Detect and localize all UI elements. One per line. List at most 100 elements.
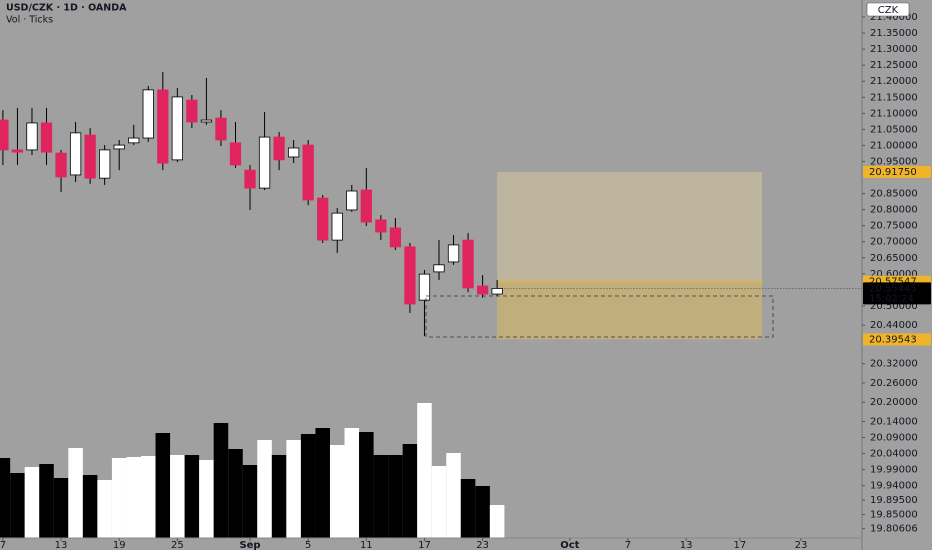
position-target-zone bbox=[497, 171, 762, 282]
volume-bar bbox=[68, 448, 83, 538]
candle-body bbox=[128, 137, 140, 144]
y-tick-label: 21.15000 bbox=[870, 92, 918, 103]
y-tick-label: 20.26000 bbox=[870, 378, 918, 389]
x-tick-label: 23 bbox=[795, 540, 808, 550]
candle-body bbox=[375, 219, 387, 233]
candle-body bbox=[491, 288, 503, 295]
volume-bar bbox=[475, 486, 490, 538]
volume-bar bbox=[460, 479, 476, 538]
currency-label[interactable]: CZK bbox=[878, 5, 899, 16]
candle-body bbox=[142, 89, 154, 139]
volume-bar bbox=[24, 467, 40, 538]
y-tick-label: 21.30000 bbox=[870, 44, 918, 55]
volume-bar bbox=[10, 473, 25, 538]
volume-bar bbox=[111, 458, 127, 538]
candle-body bbox=[0, 119, 9, 151]
y-tick-label: 20.65000 bbox=[870, 253, 918, 264]
volume-bar bbox=[141, 456, 156, 538]
candle-body bbox=[447, 244, 460, 263]
candle-body bbox=[113, 144, 125, 150]
candle-body bbox=[389, 227, 402, 248]
candle-body bbox=[84, 134, 96, 179]
candle-body bbox=[99, 149, 111, 179]
chart-title: USD/CZK · 1D · OANDA bbox=[6, 3, 127, 14]
price-label-box bbox=[863, 282, 931, 305]
candle-body bbox=[55, 152, 67, 178]
volume-bar bbox=[344, 428, 360, 538]
x-tick-label: 5 bbox=[305, 540, 311, 550]
candle-body bbox=[215, 117, 227, 141]
volume-bar bbox=[228, 449, 243, 538]
volume-bar bbox=[359, 432, 374, 538]
volume-bar bbox=[126, 457, 142, 538]
date-price-range bbox=[425, 295, 774, 338]
y-tick-label: 19.89500 bbox=[870, 495, 918, 506]
x-tick-label: 23 bbox=[476, 540, 489, 550]
y-tick-label: 21.00000 bbox=[870, 140, 918, 151]
candle-body bbox=[331, 212, 343, 241]
candle-body bbox=[171, 96, 183, 161]
y-tick-label: 20.14000 bbox=[870, 416, 918, 427]
volume-bar bbox=[373, 455, 389, 538]
position-stop-zone bbox=[497, 281, 762, 340]
volume-bar bbox=[242, 465, 258, 538]
y-tick-label: 21.10000 bbox=[870, 108, 918, 119]
volume-bar bbox=[53, 478, 69, 538]
x-tick-label: Oct bbox=[560, 540, 579, 550]
x-tick-label: 13 bbox=[680, 540, 693, 550]
volume-bar bbox=[257, 440, 272, 538]
volume-bar bbox=[213, 423, 229, 538]
y-tick-label: 21.35000 bbox=[870, 28, 918, 39]
volume-bar bbox=[155, 433, 171, 538]
volume-bar bbox=[300, 434, 316, 538]
x-tick-label: 17 bbox=[734, 540, 747, 550]
volume-bar bbox=[170, 455, 185, 538]
candle-body bbox=[404, 246, 416, 305]
candle-body bbox=[476, 285, 489, 295]
y-tick-label: 20.44000 bbox=[870, 320, 918, 331]
candle-body bbox=[229, 142, 242, 166]
y-tick-label: 20.32000 bbox=[870, 359, 918, 370]
y-tick-label: 20.20000 bbox=[870, 397, 918, 408]
price-label-box bbox=[863, 165, 931, 178]
volume-bar bbox=[271, 455, 287, 538]
axes: 21.40000 21.35000 21.30000 21.25000 21.20000… bbox=[0, 12, 931, 550]
volume-bar bbox=[184, 455, 200, 538]
price-label: 20.91750 bbox=[869, 167, 917, 178]
candle-body bbox=[186, 99, 198, 123]
x-tick-label: 13 bbox=[55, 540, 68, 550]
volume-bar bbox=[82, 475, 98, 538]
y-tick-label: 19.94000 bbox=[870, 481, 918, 492]
candle-body bbox=[360, 189, 372, 223]
plot-area bbox=[0, 71, 762, 538]
x-tick-label: Sep bbox=[239, 540, 260, 550]
y-tick-label: 19.85000 bbox=[870, 510, 918, 521]
candle-body bbox=[157, 89, 169, 164]
candle-body bbox=[11, 149, 24, 153]
volume-bar bbox=[388, 455, 403, 538]
currency-button[interactable] bbox=[866, 2, 910, 17]
volume-bar bbox=[0, 458, 11, 538]
volume-bar bbox=[446, 453, 461, 538]
y-tick-label: 21.40000 bbox=[870, 12, 918, 23]
y-tick-label: 21.05000 bbox=[870, 124, 918, 135]
x-tick-label: 19 bbox=[113, 540, 126, 550]
candle-body bbox=[346, 190, 358, 211]
y-tick-label: 20.60000 bbox=[870, 269, 918, 280]
x-tick-label: 7 bbox=[0, 540, 6, 550]
y-tick-label: 20.09000 bbox=[870, 433, 918, 444]
candle-body bbox=[200, 119, 213, 123]
candle-body bbox=[287, 147, 300, 158]
price-label: 20.39543 bbox=[869, 334, 917, 345]
price-label-box bbox=[863, 333, 931, 346]
y-tick-label: 20.50000 bbox=[870, 301, 918, 312]
volume-bar bbox=[402, 444, 418, 538]
x-tick-label: 7 bbox=[625, 540, 631, 550]
y-tick-label: 21.20000 bbox=[870, 76, 918, 87]
y-tick-label: 20.85000 bbox=[870, 189, 918, 200]
candle-body bbox=[244, 169, 256, 189]
y-tick-label: 20.95000 bbox=[870, 156, 918, 167]
y-tick-label: 19.80606 bbox=[870, 524, 918, 535]
volume-bar bbox=[286, 440, 301, 538]
